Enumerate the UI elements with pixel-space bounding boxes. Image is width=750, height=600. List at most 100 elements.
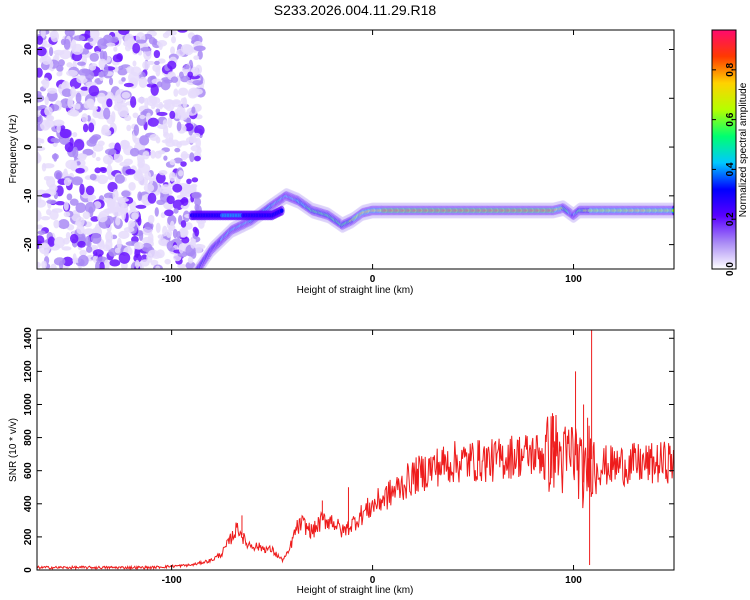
noise-blob [41, 43, 53, 48]
ridge-mid [190, 276, 194, 282]
noise-blob [158, 42, 163, 51]
noise-blob [184, 222, 193, 230]
noise-blob [103, 259, 110, 269]
ridge-core [191, 275, 195, 278]
noise-blob [168, 132, 174, 141]
ridge-core [190, 277, 194, 280]
noise-blob [150, 259, 159, 266]
ridge-mid [191, 274, 195, 280]
noise-blob [105, 231, 114, 243]
noise-blob [89, 52, 99, 62]
noise-blob [113, 46, 118, 52]
colorbar-label: Normalized spectral amplitude [738, 82, 749, 217]
noise-blob [95, 156, 101, 162]
noise-blob [128, 182, 136, 191]
noise-blob [147, 192, 157, 204]
noise-blob [37, 35, 44, 45]
noise-blob [177, 263, 187, 269]
snr-panel: -100 0 100 0 200 400 600 800 1000 1200 1400 Heigh… [8, 327, 675, 596]
noise-blob [156, 81, 163, 88]
noise-blob [192, 132, 201, 138]
noise-blob [113, 151, 121, 163]
noise-blob [191, 106, 196, 114]
noise-blob [124, 33, 135, 46]
noise-blob [178, 243, 184, 254]
noise-blob [173, 157, 183, 164]
noise-blob [70, 39, 77, 52]
noise-blob [37, 224, 43, 230]
colorbar-tick-label: 0.0 [725, 262, 736, 276]
noise-blob [151, 104, 156, 110]
noise-blob [129, 147, 140, 157]
snr-y-tick-label: 800 [23, 429, 34, 446]
noise-blob [58, 59, 65, 67]
noise-blob [47, 87, 58, 94]
noise-blob [37, 195, 42, 204]
noise-blob [49, 210, 59, 221]
noise-blob [44, 119, 56, 128]
noise-blob [121, 91, 131, 99]
noise-blob [137, 216, 142, 226]
noise-blob [108, 77, 114, 86]
noise-blob [163, 79, 173, 84]
noise-blob [130, 96, 137, 108]
noise-blob [82, 123, 89, 133]
noise-blob [190, 238, 196, 249]
noise-blob [154, 103, 165, 108]
noise-blob [89, 173, 97, 181]
noise-blob [170, 46, 176, 55]
noise-blob [157, 124, 168, 130]
noise-blob [84, 30, 91, 40]
noise-blob [50, 263, 57, 269]
noise-blob [169, 110, 176, 120]
noise-blob [132, 112, 139, 119]
noise-blob [37, 261, 41, 269]
noise-blob [50, 30, 60, 43]
noise-blob [162, 32, 170, 39]
noise-blob [187, 256, 194, 264]
noise-blob [47, 236, 56, 247]
noise-blob [90, 232, 102, 244]
noise-blob [90, 135, 99, 142]
ridge-halo [188, 271, 195, 287]
noise-blob [180, 228, 188, 238]
noise-blob [53, 138, 61, 144]
snr-frame [36, 329, 675, 571]
noise-blob [137, 97, 146, 104]
noise-blob [169, 220, 175, 231]
ridge-edge [189, 274, 194, 284]
noise-blob [37, 146, 46, 152]
noise-blob [144, 97, 149, 110]
spectrogram-y-tick-label: -20 [23, 237, 34, 252]
ridge-core [192, 274, 196, 277]
noise-blob [75, 202, 86, 214]
figure-title: S233.2026.004.11.29.R18 [274, 2, 437, 18]
noise-blob [178, 87, 189, 96]
spectrogram-image [37, 30, 674, 287]
noise-blob [172, 183, 183, 193]
noise-blob [71, 176, 83, 186]
snr-y-axis-label: SNR (10 * v/v) [8, 418, 19, 482]
noise-blob [114, 247, 121, 254]
noise-blob [191, 184, 197, 194]
noise-blob [102, 154, 114, 165]
noise-blob [116, 208, 129, 213]
noise-blob [178, 140, 190, 146]
noise-blob [123, 82, 134, 88]
noise-blob [75, 153, 88, 159]
noise-blob [124, 114, 132, 122]
noise-blob [67, 97, 74, 109]
noise-blob [79, 183, 85, 196]
noise-blob [106, 164, 113, 177]
noise-blob [168, 171, 176, 182]
snr-x-tick-label: -100 [162, 575, 182, 586]
noise-blob [37, 67, 43, 78]
noise-blob [56, 71, 63, 77]
spectrogram-x-ticks: -100 0 100 [162, 30, 582, 285]
noise-blob [66, 69, 78, 77]
noise-blob [191, 177, 199, 183]
noise-blob [157, 58, 166, 64]
noise-blob [140, 259, 150, 267]
noise-blob [53, 170, 63, 180]
